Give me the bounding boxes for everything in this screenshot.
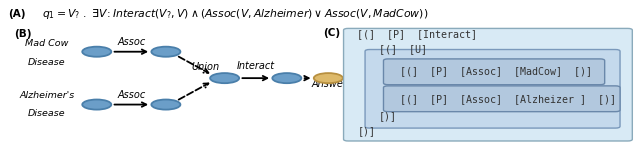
Text: (B): (B) (14, 29, 31, 39)
Text: Mad Cow: Mad Cow (25, 39, 68, 48)
Text: Assoc: Assoc (117, 37, 145, 47)
Text: (C): (C) (324, 28, 340, 38)
Text: [(]  [P]  [Assoc]  [MadCow]  [)]: [(] [P] [Assoc] [MadCow] [)] (401, 66, 593, 77)
Text: Disease: Disease (28, 58, 65, 67)
Circle shape (152, 47, 180, 57)
FancyBboxPatch shape (383, 59, 605, 85)
Text: [(]  [P]  [Assoc]  [Alzheizer ]  [)]: [(] [P] [Assoc] [Alzheizer ] [)] (401, 94, 616, 104)
Text: (A): (A) (8, 9, 25, 19)
Text: Disease: Disease (28, 109, 65, 118)
FancyBboxPatch shape (383, 86, 620, 112)
FancyBboxPatch shape (365, 49, 620, 128)
Text: [(]  [P]  [Interact]: [(] [P] [Interact] (357, 29, 477, 39)
Text: Alzheimer's: Alzheimer's (19, 91, 74, 100)
Text: [(]  [U]: [(] [U] (379, 44, 427, 54)
Circle shape (314, 73, 343, 83)
Text: Interact: Interact (237, 61, 275, 71)
Text: [)]: [)] (357, 126, 376, 136)
Text: Answers: Answers (311, 79, 352, 89)
Circle shape (210, 73, 239, 83)
Circle shape (273, 73, 301, 83)
Circle shape (83, 100, 111, 110)
Circle shape (152, 100, 180, 110)
Text: Assoc: Assoc (117, 90, 145, 100)
Circle shape (83, 47, 111, 57)
Text: [)]: [)] (379, 111, 397, 121)
FancyBboxPatch shape (344, 28, 632, 141)
Text: $q_1 = V_?\ .\ \exists V\!: Interact(V_?, V) \wedge (Assoc(V, Alzheimer) \vee As: $q_1 = V_?\ .\ \exists V\!: Interact(V_?… (42, 7, 428, 21)
Text: Union: Union (191, 62, 220, 72)
